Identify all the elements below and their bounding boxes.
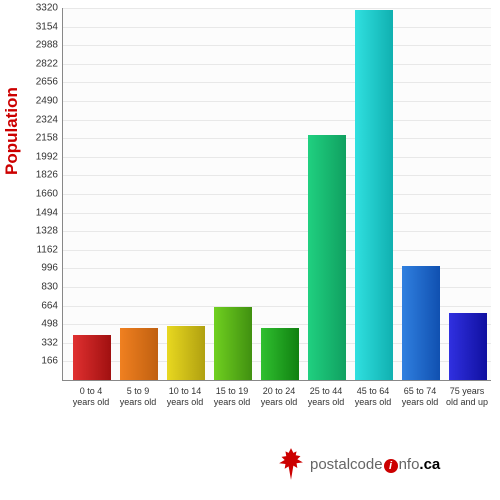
x-label: 10 to 14 years old — [163, 386, 207, 408]
x-label: 15 to 19 years old — [210, 386, 254, 408]
y-tick: 2988 — [18, 40, 58, 51]
y-tick: 1328 — [18, 226, 58, 237]
bar — [167, 326, 205, 380]
x-label: 65 to 74 years old — [398, 386, 442, 408]
bar — [355, 10, 393, 380]
y-tick: 332 — [18, 337, 58, 348]
bar — [449, 313, 487, 380]
y-tick: 1162 — [18, 244, 58, 255]
y-tick: 2490 — [18, 96, 58, 107]
y-tick: 1494 — [18, 207, 58, 218]
bar — [214, 307, 252, 380]
y-tick: 1826 — [18, 170, 58, 181]
y-tick: 3154 — [18, 21, 58, 32]
y-tick: 2324 — [18, 114, 58, 125]
bar — [308, 135, 346, 380]
x-label: 0 to 4 years old — [69, 386, 113, 408]
chart-area — [62, 8, 491, 381]
y-tick: 1992 — [18, 151, 58, 162]
x-label: 20 to 24 years old — [257, 386, 301, 408]
maple-leaf-icon — [272, 445, 310, 483]
bar — [120, 328, 158, 380]
x-label: 25 to 44 years old — [304, 386, 348, 408]
logo: postalcodeinfo.ca — [272, 445, 440, 483]
y-tick: 498 — [18, 319, 58, 330]
y-tick: 166 — [18, 356, 58, 367]
y-tick: 3320 — [18, 3, 58, 14]
y-tick: 2656 — [18, 77, 58, 88]
y-tick: 1660 — [18, 189, 58, 200]
y-tick: 664 — [18, 300, 58, 311]
x-label: 45 to 64 years old — [351, 386, 395, 408]
y-tick: 2158 — [18, 133, 58, 144]
y-tick: 830 — [18, 282, 58, 293]
logo-text: postalcodeinfo.ca — [310, 456, 440, 473]
x-label: 75 years old and up — [445, 386, 489, 408]
x-label: 5 to 9 years old — [116, 386, 160, 408]
bar — [402, 266, 440, 380]
y-tick: 2822 — [18, 58, 58, 69]
bar — [73, 335, 111, 380]
y-tick: 996 — [18, 263, 58, 274]
bar — [261, 328, 299, 380]
